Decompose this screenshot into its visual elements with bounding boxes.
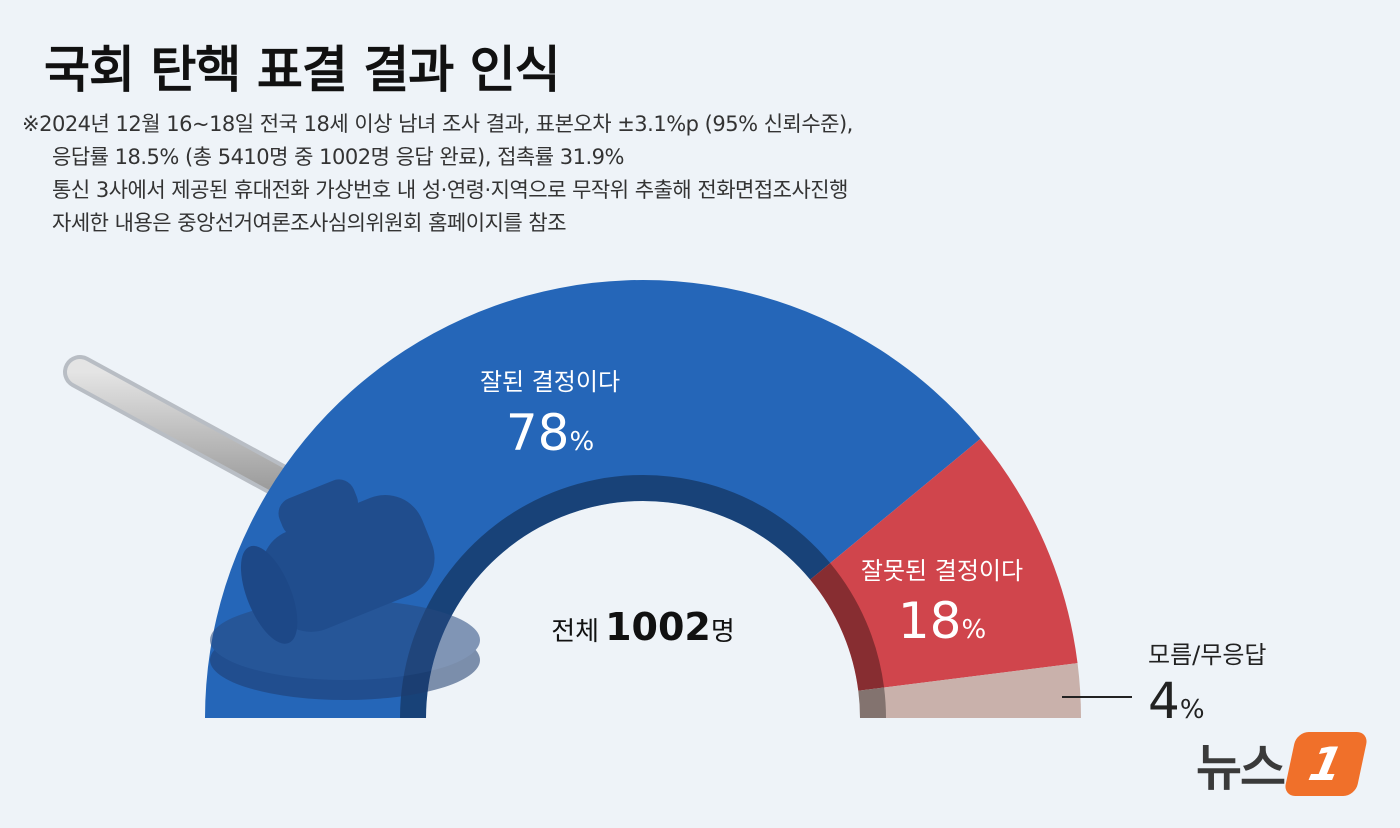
center-label-prefix: 전체 xyxy=(551,617,599,647)
survey-note-line: 자세한 내용은 중앙선거여론조사심의위원회 홈페이지를 참조 xyxy=(52,211,567,235)
slice-label: 모름/무응답 xyxy=(1148,641,1267,669)
slice-label: 잘된 결정이다 xyxy=(480,368,620,396)
slice-inner-rim xyxy=(400,474,831,718)
survey-note-line: 응답률 18.5% (총 5410명 중 1002명 응답 완료), 접촉률 3… xyxy=(52,145,624,169)
survey-note-line: ※2024년 12월 16~18일 전국 18세 이상 남녀 조사 결과, 표본… xyxy=(22,112,853,136)
slice-inner-rim xyxy=(810,563,885,691)
logo-mark: 1 xyxy=(1283,732,1369,796)
logo-mark-number: 1 xyxy=(1304,737,1348,791)
gavel-head-icon xyxy=(210,479,480,700)
slice-inner-rim xyxy=(858,687,886,718)
slice-label: 잘못된 결정이다 xyxy=(861,557,1023,585)
slice-3 xyxy=(858,663,1081,718)
center-label-suffix: 명 xyxy=(711,617,735,647)
slice-2 xyxy=(810,438,1078,691)
slice-value: 4% xyxy=(1148,672,1205,730)
survey-notes: ※2024년 12월 16~18일 전국 18세 이상 남녀 조사 결과, 표본… xyxy=(22,108,853,240)
slice-value: 18% xyxy=(898,592,986,650)
news1-logo-icon: 뉴스 1 xyxy=(1196,728,1369,800)
gavel-icon xyxy=(63,355,317,509)
chart-title: 국회 탄핵 표결 결과 인식 xyxy=(44,41,561,99)
center-label: 전체 1002명 xyxy=(551,605,735,649)
survey-note-line: 통신 3사에서 제공된 휴대전화 가상번호 내 성·연령·지역으로 무작위 추출… xyxy=(52,178,848,202)
center-label-number: 1002 xyxy=(605,605,711,649)
slice-value: 78% xyxy=(506,404,594,462)
logo-text: 뉴스 xyxy=(1196,739,1286,797)
